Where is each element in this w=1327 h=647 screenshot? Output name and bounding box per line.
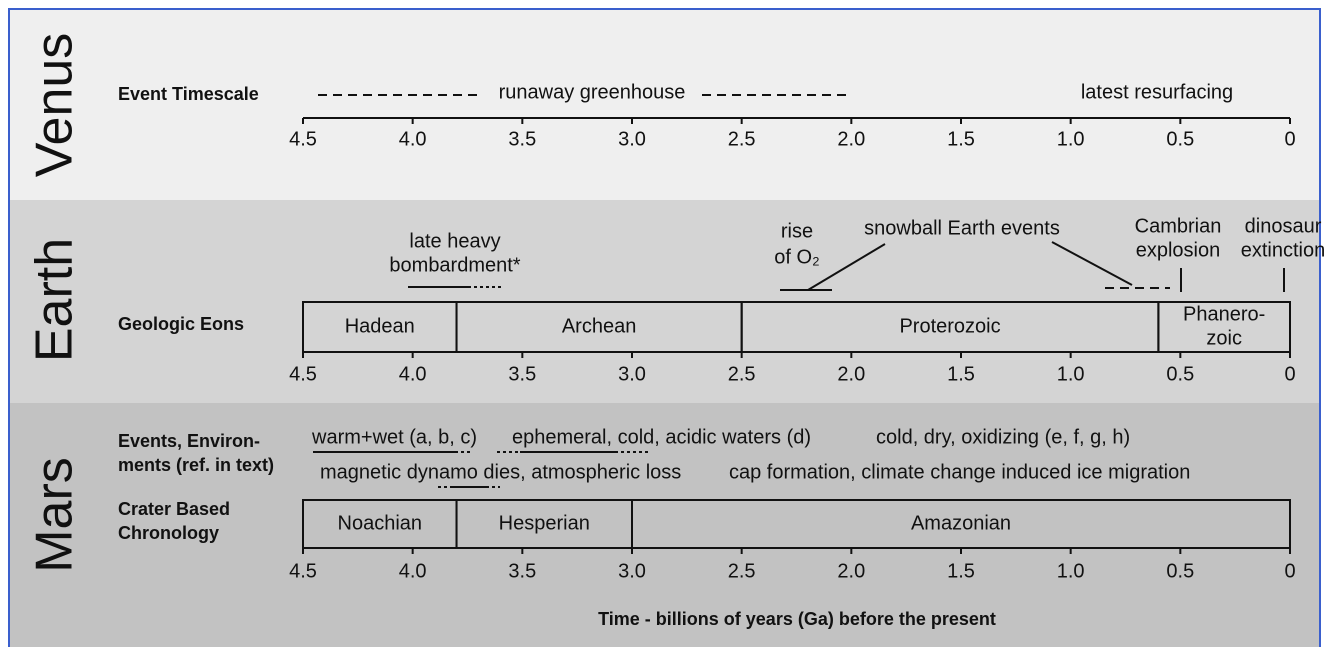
tick-label: 4.5	[289, 128, 317, 150]
period-label: Amazonian	[911, 512, 1011, 534]
event-label: snowball Earth events	[864, 217, 1060, 239]
tick-label: 2.0	[837, 560, 865, 582]
axis-title: Time - billions of years (Ga) before the…	[598, 609, 996, 629]
period-label: Hesperian	[499, 512, 590, 534]
mars-panel	[10, 403, 1320, 647]
tick-label: 0	[1284, 128, 1295, 150]
row-label: Events, Environ-	[118, 431, 260, 451]
event-label: explosion	[1136, 239, 1221, 261]
event-label: extinction	[1241, 239, 1326, 261]
event-label: ephemeral, cold, acidic waters (d)	[512, 426, 811, 448]
tick-label: 4.0	[399, 560, 427, 582]
event-label: magnetic dynamo dies, atmospheric loss	[320, 461, 681, 483]
period-label: Hadean	[345, 315, 415, 337]
event-label: runaway greenhouse	[499, 81, 686, 103]
period-box	[631, 499, 1291, 549]
tick-label: 4.5	[289, 363, 317, 385]
row-label: Chronology	[118, 523, 219, 543]
period-label: Noachian	[338, 512, 423, 534]
leader-line	[1051, 241, 1133, 286]
row-label: Crater Based	[118, 499, 230, 519]
tick-label: 0.5	[1166, 363, 1194, 385]
tick-label: 3.5	[508, 560, 536, 582]
leader-line	[807, 243, 886, 291]
event-label: latest resurfacing	[1081, 81, 1233, 103]
tick-label: 3.5	[508, 128, 536, 150]
tick-label: 1.0	[1057, 128, 1085, 150]
tick-label: 1.5	[947, 363, 975, 385]
tick-label: 2.5	[728, 128, 756, 150]
tick-label: 1.0	[1057, 363, 1085, 385]
event-label: Cambrian	[1135, 215, 1222, 237]
period-label: zoic	[1206, 327, 1242, 349]
planet-name: Earth	[26, 238, 84, 362]
tick-label: 0	[1284, 560, 1295, 582]
planet-name: Venus	[26, 33, 84, 178]
tick-label: 1.5	[947, 560, 975, 582]
period-box	[1157, 301, 1292, 353]
tick-label: 1.0	[1057, 560, 1085, 582]
tick-label: 3.0	[618, 363, 646, 385]
tick-label: 0.5	[1166, 560, 1194, 582]
event-label: dinosaur	[1245, 215, 1322, 237]
tick-label: 2.5	[728, 363, 756, 385]
row-label: Geologic Eons	[118, 314, 244, 334]
tick-label: 3.5	[508, 363, 536, 385]
row-label: Event Timescale	[118, 84, 259, 104]
tick-label: 2.0	[837, 363, 865, 385]
tick-label: 1.5	[947, 128, 975, 150]
event-label: bombardment*	[389, 254, 520, 276]
venus-panel	[10, 10, 1320, 200]
frame	[8, 8, 1321, 647]
event-label: cap formation, climate change induced ic…	[729, 461, 1190, 483]
period-label: Archean	[562, 315, 637, 337]
event-label: of O₂	[774, 246, 820, 268]
tick-label: 4.0	[399, 363, 427, 385]
tick-label: 0	[1284, 363, 1295, 385]
tick-label: 4.0	[399, 128, 427, 150]
event-label: cold, dry, oxidizing (e, f, g, h)	[876, 426, 1130, 448]
tick-label: 4.5	[289, 560, 317, 582]
row-label: ments (ref. in text)	[118, 455, 274, 475]
tick-label: 2.0	[837, 128, 865, 150]
event-label: rise	[781, 220, 813, 242]
tick-label: 3.0	[618, 128, 646, 150]
event-label: warm+wet (a, b, c)	[311, 426, 477, 448]
planet-name: Mars	[26, 457, 84, 573]
event-label: late heavy	[409, 230, 500, 252]
tick-label: 2.5	[728, 560, 756, 582]
period-label: Phanero-	[1183, 303, 1265, 325]
period-label: Proterozoic	[899, 315, 1000, 337]
tick-label: 3.0	[618, 560, 646, 582]
tick-label: 0.5	[1166, 128, 1194, 150]
